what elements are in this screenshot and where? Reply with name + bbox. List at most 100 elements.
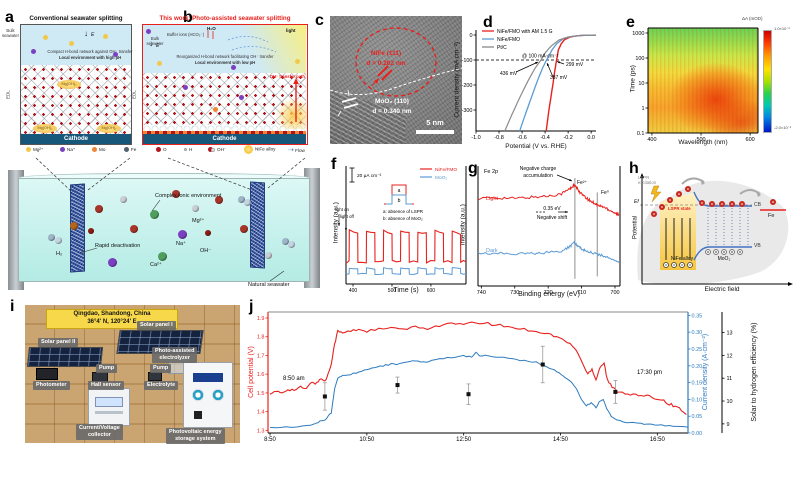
svg-text:8:50: 8:50 [264, 437, 276, 443]
svg-text:720: 720 [544, 290, 553, 296]
ion-sphere [172, 190, 180, 198]
svg-text:Pt/C: Pt/C [497, 45, 507, 51]
ion-sphere [215, 196, 223, 204]
svg-text:-1.0: -1.0 [471, 135, 480, 141]
panel-h-letter: h [629, 160, 639, 177]
h2-bubble [282, 238, 289, 245]
ion-sphere [240, 225, 248, 233]
svg-text:-0.8: -0.8 [494, 135, 503, 141]
pump-label: Pump [96, 364, 118, 373]
j-ylabel-left: Cell potential (V) [247, 346, 255, 398]
svg-text:0.1: 0.1 [637, 131, 645, 137]
light-label: light [286, 28, 296, 33]
electrode-right [250, 181, 265, 269]
svg-text:299 mV: 299 mV [566, 62, 584, 68]
svg-text:740: 740 [477, 290, 486, 296]
svg-text:Dark: Dark [486, 248, 498, 254]
h2-bubble [238, 196, 245, 203]
panel-a-cathode: Cathode [21, 134, 131, 144]
tank-ca-label: Ca²⁺ [150, 262, 162, 268]
pump-label: Pump [150, 364, 172, 373]
fe2p-xps-chart: 740 730 720 710 700 Fe 2p Negative chargeaccum… [477, 166, 621, 296]
legend-item: NiFe alloy [244, 145, 275, 154]
svg-text:9: 9 [727, 422, 730, 428]
svg-text:0.05: 0.05 [692, 414, 703, 420]
svg-text:accumulation: accumulation [523, 173, 553, 179]
na-ion [146, 29, 151, 34]
storage-knob [192, 389, 204, 401]
transient-absorption-axes: 400 500 600 0.1 1 10 100 1000 [632, 27, 759, 143]
buffer-ions-label: Buffer ions (HCO₃⁻) [167, 32, 205, 37]
panel-b-edl-label: EDL [131, 90, 137, 99]
storage-socket [194, 411, 202, 419]
na-ion [239, 95, 244, 100]
e-field-label: E [156, 43, 160, 49]
h2-bubble-row [143, 125, 306, 134]
tank-natural-label: Natural seawater [248, 282, 290, 288]
ion-sphere [88, 228, 94, 234]
legend-item: Mo [92, 147, 105, 153]
outdoor-test-chart: 8:50 10:50 12:50 14:50 16:50 1.3 1.4 1.5 1.6 1.7 1… [257, 311, 733, 443]
panel-a-letter: a [5, 9, 14, 26]
legend-item: Fe [124, 147, 136, 153]
svg-text:500: 500 [696, 137, 705, 143]
svg-text:0.25: 0.25 [692, 347, 703, 353]
mg-ion [43, 35, 48, 40]
svg-text:400: 400 [349, 288, 358, 294]
svg-text:12:50: 12:50 [456, 437, 472, 443]
panel-a-desc1: Compact H-bond network against OH⁻ trans… [47, 49, 133, 54]
storage-device [183, 362, 233, 428]
legend-item: OH⁻ [208, 147, 226, 153]
ion-sphere [205, 230, 211, 236]
panel-a-bulk-label: Bulk seawater [2, 28, 19, 38]
panel-g-letter: g [468, 160, 478, 177]
svg-text:100: 100 [635, 56, 644, 62]
svg-text:0.10: 0.10 [692, 397, 703, 403]
legend-item: ⇢ Flow [288, 147, 305, 154]
panel-b-desc1: Reorganized H-bond network facilitating … [176, 54, 274, 59]
panel-d-letter: d [483, 14, 493, 31]
electrolyte-label: Electrolyte [144, 381, 179, 390]
svg-text:10: 10 [727, 399, 733, 405]
svg-text:a: a [398, 188, 401, 194]
svg-text:NiFe/FMO: NiFe/FMO [435, 167, 457, 173]
e-xlabel: Wavelength (nm) [678, 139, 728, 146]
e-colorbar-label: ΔA (mOD) [742, 16, 763, 21]
oh-transfer-path-label: OH⁻ transfer path [269, 74, 305, 79]
photometer-label: Photometer [33, 381, 70, 390]
svg-text:710: 710 [577, 290, 586, 296]
svg-text:17:30 pm: 17:30 pm [637, 370, 662, 376]
ion-sphere [70, 222, 78, 230]
catalyst-atom-row [143, 131, 306, 135]
nife-plane-label: NiFe (111) [370, 50, 402, 57]
na-ion-sphere [108, 258, 117, 267]
svg-text:500: 500 [388, 288, 397, 294]
svg-text:387 mV: 387 mV [550, 75, 568, 81]
pump-device [148, 372, 162, 381]
cb-label: CB [754, 202, 761, 208]
svg-text:1.9: 1.9 [257, 316, 265, 322]
nife-dspacing-label: d = 0.202 nm [366, 60, 406, 67]
tank-rapid-label: Rapid deactivation [95, 243, 141, 249]
panel-a-edl-label: EDL [5, 90, 11, 99]
mg-ion [103, 34, 108, 39]
e-colorbar-max: 1.0×10⁻² [774, 26, 790, 31]
svg-text:0.35 eV: 0.35 eV [543, 206, 561, 212]
g-xlabel: Binding energy (eV) [518, 291, 580, 298]
svg-text:-0.4: -0.4 [540, 135, 549, 141]
storage-screen [193, 373, 223, 382]
svg-text:0.20: 0.20 [692, 364, 703, 370]
chopped-light-chart: 400 500 600 20 μA cm⁻² NiFe/FMO MoO₂ ab a: abse… [335, 166, 467, 294]
svg-text:1.8: 1.8 [257, 335, 265, 341]
photometer-device [36, 368, 58, 380]
svg-text:14:50: 14:50 [553, 437, 569, 443]
svg-text:NiFe/FMO with AM 1.5 G: NiFe/FMO with AM 1.5 G [497, 29, 553, 35]
svg-text:400: 400 [647, 137, 656, 143]
electrolyzer-label: Photo-assisted electrolyzer [152, 347, 198, 363]
svg-text:1.3: 1.3 [257, 428, 265, 434]
svg-text:-300: -300 [461, 108, 472, 114]
moo2-dspacing-label: d = 0.340 nm [372, 108, 412, 115]
h2-bubble [244, 199, 251, 206]
collector-screen [95, 397, 123, 407]
e-field-arrow: ↓ [149, 39, 153, 48]
